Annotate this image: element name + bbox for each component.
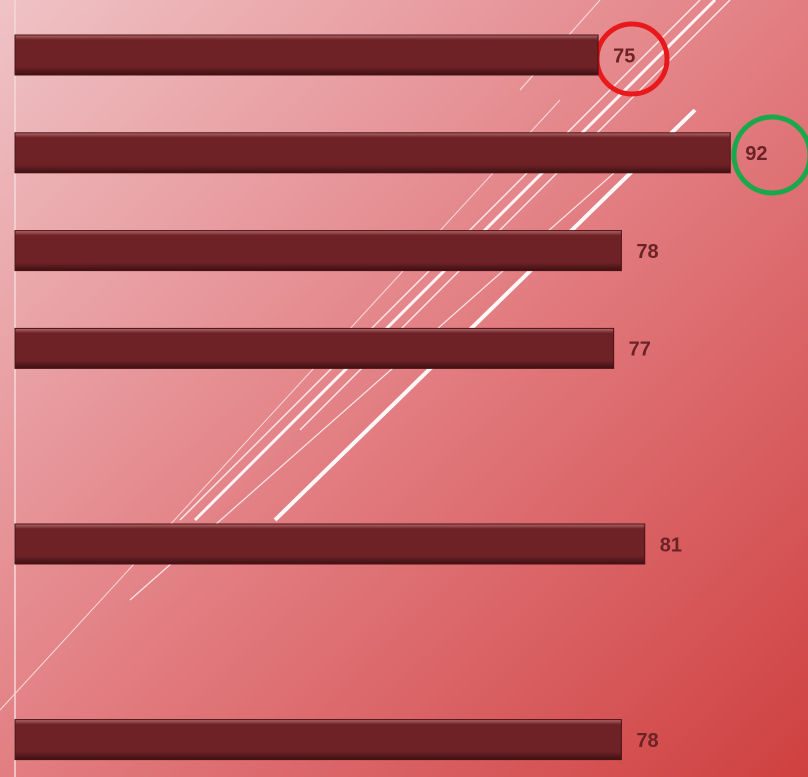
bar (14, 230, 622, 272)
data-label: 78 (636, 730, 658, 752)
highlight-circle (731, 114, 808, 196)
data-label: 78 (636, 241, 658, 263)
bar (14, 523, 646, 565)
data-label: 75 (613, 45, 635, 67)
data-label: 77 (629, 339, 651, 361)
bar (14, 719, 622, 761)
bar (14, 327, 615, 369)
bar (14, 34, 599, 76)
data-label: 92 (745, 143, 767, 165)
bar (14, 132, 731, 174)
data-label: 81 (660, 534, 682, 556)
